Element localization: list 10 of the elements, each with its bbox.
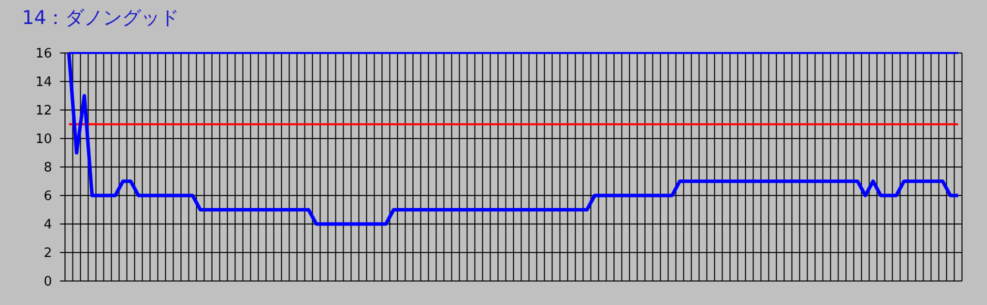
y-tick-label: 6 (44, 189, 52, 204)
y-tick-label: 8 (44, 160, 52, 176)
y-tick-label: 14 (35, 75, 52, 90)
y-tick-label: 4 (44, 218, 52, 232)
y-tick-label: 0 (44, 274, 52, 290)
chart-title: 14：ダノングッド (22, 7, 180, 29)
y-tick-label: 16 (35, 46, 52, 62)
y-tick-label: 2 (44, 246, 52, 261)
y-tick-label: 10 (35, 132, 52, 147)
y-tick-label: 12 (35, 104, 52, 118)
